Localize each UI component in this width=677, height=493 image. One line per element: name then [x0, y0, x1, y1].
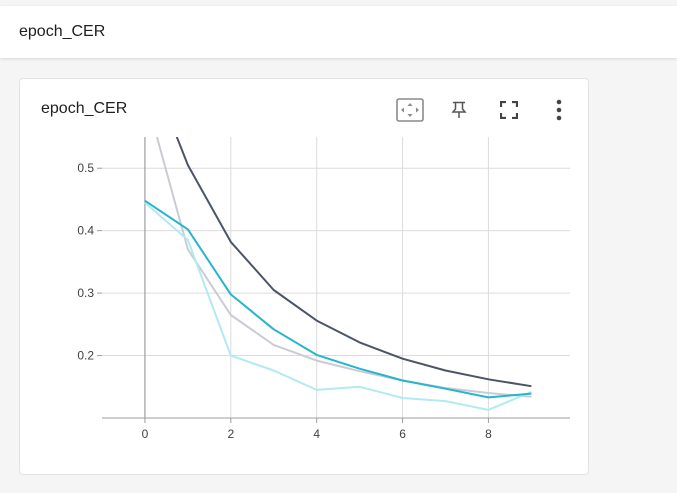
series-line-4 [144, 199, 532, 399]
series-line-2 [144, 201, 532, 411]
line-chart[interactable]: 0 2 4 6 8 0.2 0.3 0.4 0.5 [20, 79, 590, 476]
more-vert-icon [556, 99, 562, 121]
x-tick-label: 8 [485, 427, 492, 441]
y-tick-label: 0.4 [77, 224, 94, 238]
fit-domain-icon [396, 98, 424, 122]
x-tick-label: 4 [313, 427, 320, 441]
more-button[interactable] [545, 96, 573, 124]
y-tick-label: 0.2 [77, 349, 94, 363]
card-title: epoch_CER [41, 100, 128, 117]
x-tick-label: 0 [142, 427, 149, 441]
series-line-3 [175, 137, 532, 388]
pin-button[interactable] [445, 96, 473, 124]
fullscreen-icon [500, 101, 518, 119]
fit-domain-button[interactable] [396, 96, 424, 124]
x-tick-label: 2 [227, 427, 234, 441]
pin-icon [451, 101, 467, 118]
fullscreen-button[interactable] [495, 96, 523, 124]
y-tick-label: 0.5 [77, 161, 94, 175]
section-header: epoch_CER [0, 6, 677, 58]
y-tick-label: 0.3 [77, 286, 94, 300]
chart-card: epoch_CER 0 2 4 6 8 0.2 0.3 0.4 0.5 [19, 78, 589, 475]
x-tick-label: 6 [399, 427, 406, 441]
series-line-1 [155, 137, 532, 398]
section-title: epoch_CER [19, 23, 106, 40]
